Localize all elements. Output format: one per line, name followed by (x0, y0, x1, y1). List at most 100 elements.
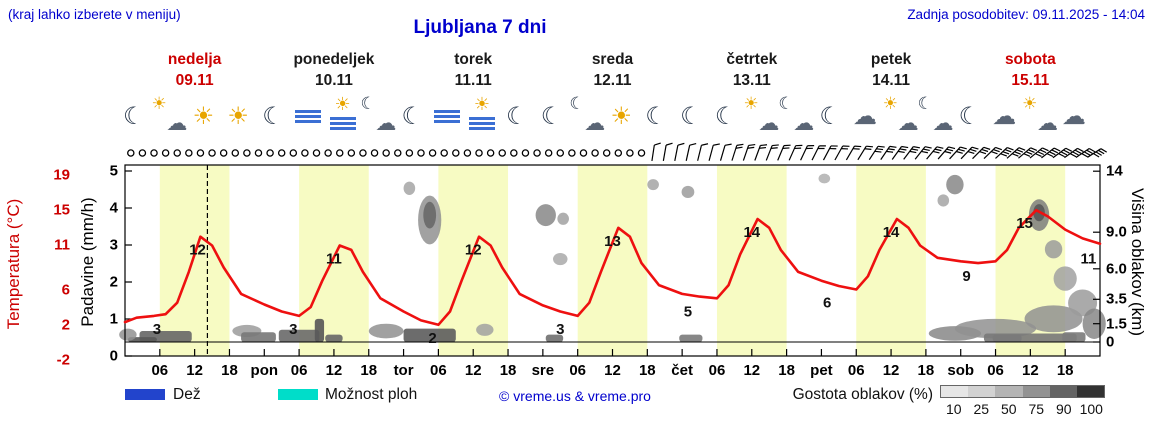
cloud-density-scale-number: 10 (945, 401, 962, 417)
fog-sun-weather-icon: ☀ (465, 96, 499, 136)
day-name: petek (870, 51, 912, 68)
wind-barb-icon (754, 144, 768, 161)
precip-tick-value: 1 (109, 310, 118, 328)
svg-text:12: 12 (883, 362, 900, 379)
cloud-tick-value: 14 (1106, 162, 1123, 180)
calm-wind-icon (266, 149, 274, 157)
calm-wind-icon (324, 149, 332, 157)
wind-barb-icon (708, 143, 720, 161)
calm-wind-icon (428, 149, 437, 157)
temp-axis-label: Temperatura (°C) (4, 198, 23, 330)
cloud-moon-weather-icon: ☾ ☁ (569, 94, 606, 135)
svg-text:12: 12 (743, 362, 760, 379)
wind-barb-icon (926, 146, 944, 160)
calm-wind-icon (475, 149, 483, 157)
moon-weather-icon: ☾ (958, 102, 981, 130)
moon-weather-icon: ☾ (505, 102, 528, 130)
wind-barb-icon (972, 146, 991, 160)
calm-wind-icon (602, 149, 611, 157)
moon-weather-icon: ☾ (401, 102, 424, 130)
svg-text:06: 06 (430, 362, 447, 379)
rain-legend-label: Dež (173, 386, 201, 403)
wind-barb-icon (903, 146, 920, 160)
showers-legend-label: Možnost ploh (325, 386, 418, 403)
wind-barb-icon (949, 146, 967, 160)
svg-text:06: 06 (987, 362, 1004, 379)
wind-barb-icon (834, 145, 850, 161)
svg-text:6: 6 (823, 295, 831, 312)
calm-wind-icon (208, 149, 216, 157)
calm-wind-icon (243, 149, 251, 157)
day-name: sobota (1004, 51, 1056, 68)
wind-barb-icon (800, 145, 815, 161)
precip-tick-value: 3 (109, 236, 118, 254)
svg-text:3: 3 (289, 321, 297, 338)
svg-text:06: 06 (848, 362, 865, 379)
cloud-tick-value: 9.0 (1106, 223, 1127, 241)
moon-weather-icon: ☾ (819, 102, 841, 130)
fog-sun-weather-icon: ☀ (326, 96, 360, 136)
svg-text:12: 12 (189, 242, 206, 259)
calm-wind-icon (150, 149, 158, 157)
svg-text:11: 11 (1080, 250, 1096, 267)
wind-barb-icon (788, 144, 803, 161)
last-update-text: Zadnja posodobitev: 09.11.2025 - 14:04 (907, 7, 1145, 22)
cloud-density-scale-cell (1022, 386, 1050, 397)
svg-text:5: 5 (684, 303, 692, 320)
svg-text:12: 12 (326, 362, 343, 379)
day-name: torek (454, 51, 493, 68)
precip-axis-label: Padavine (mm/h) (78, 197, 97, 327)
wind-barb-icon (995, 146, 1014, 159)
copyright-link[interactable]: © vreme.us & vreme.pro (499, 388, 651, 404)
fog-weather-icon (291, 96, 325, 136)
cloud-moon-weather-icon: ☾ ☁ (360, 94, 397, 135)
calm-wind-icon (394, 149, 402, 157)
calm-wind-icon (579, 149, 588, 157)
precip-tick-value: 0 (109, 347, 118, 365)
wind-barb-icon (662, 142, 673, 161)
cloud-sun-weather-icon: ☀ ☁ (743, 94, 780, 135)
cloud-tick-value: 6.0 (1106, 260, 1127, 278)
calm-wind-icon (544, 149, 553, 157)
cloud-sun-weather-icon: ☀ ☁ (1022, 94, 1059, 135)
wind-barb-icon (960, 146, 979, 160)
wind-barb-icon (1006, 147, 1026, 159)
svg-text:18: 18 (500, 362, 517, 379)
svg-text:čet: čet (671, 362, 693, 379)
svg-text:2: 2 (428, 330, 436, 347)
cloud-axis-label: Višina oblakov (km) (1128, 187, 1147, 337)
cloud-density-scale-cell (941, 386, 969, 397)
cloud-density-scale-number: 50 (1000, 401, 1017, 417)
svg-text:12: 12 (465, 242, 482, 259)
svg-text:18: 18 (360, 362, 377, 379)
calm-wind-icon (231, 149, 240, 157)
svg-text:13: 13 (604, 233, 621, 250)
calm-wind-icon (556, 149, 565, 157)
wind-barb-icon (1064, 147, 1084, 159)
calm-wind-icon (521, 149, 530, 157)
calm-wind-icon (417, 149, 425, 157)
day-date: 11.11 (454, 72, 492, 89)
svg-text:12: 12 (1022, 362, 1039, 379)
calm-wind-icon (382, 149, 390, 157)
day-date: 12.11 (593, 72, 632, 89)
cloud-moon-weather-icon: ☾ ☁ (778, 94, 815, 135)
moon-weather-icon: ☾ (540, 102, 563, 130)
calm-wind-icon (440, 149, 448, 157)
day-name: četrtek (726, 51, 778, 68)
calm-wind-icon (161, 149, 170, 157)
calm-wind-icon (289, 149, 298, 157)
wind-barb-icon (742, 143, 756, 161)
wind-barb-icon (857, 145, 873, 161)
calm-wind-icon (347, 149, 356, 157)
cloud-weather-icon: ☁ (992, 102, 1017, 130)
moon-weather-icon: ☾ (680, 102, 702, 130)
wind-barb-icon (845, 145, 862, 161)
calm-wind-icon (626, 149, 634, 157)
sun-weather-icon: ☀ (610, 102, 632, 130)
svg-text:18: 18 (778, 362, 795, 379)
svg-text:14: 14 (883, 224, 900, 241)
weather-icon-strip: ☾ ☀ ☁ ☀ ☀ ☾ ☀ ☾ ☁ ☾ ☀ ☾ ☾ ☾ ☁ ☀ ☾ ☾ ☾ ☀ ☁ ☾ ☁ ☾ ☁ ☀ ☁ ☾ ☁ ☾ ☁ ☀ ☁ ☁ (0, 96, 1152, 140)
showers-legend-swatch (278, 389, 318, 400)
svg-text:15: 15 (1016, 215, 1033, 232)
